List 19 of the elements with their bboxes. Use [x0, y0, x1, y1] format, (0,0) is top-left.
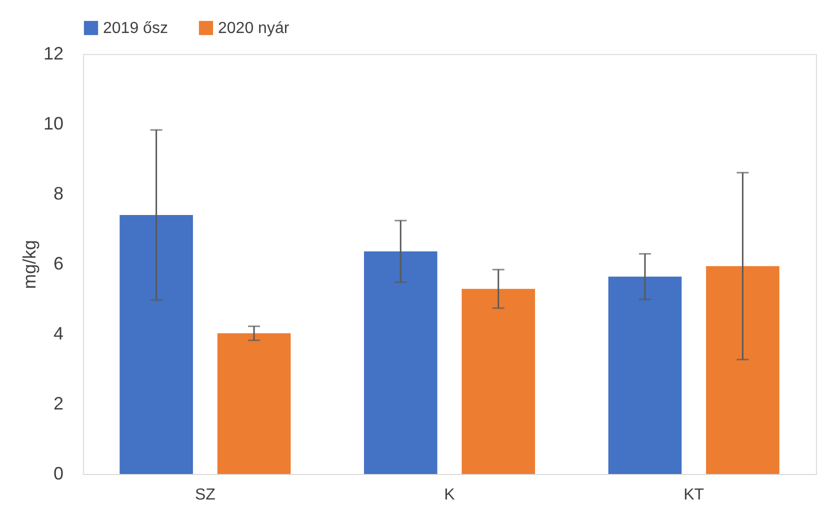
- x-tick-label: KT: [684, 486, 704, 504]
- bar: [217, 333, 291, 474]
- x-tick-label: SZ: [194, 486, 216, 504]
- bar: [462, 288, 536, 474]
- legend-label: 2019 ősz: [103, 20, 168, 37]
- legend-label: 2020 nyár: [218, 20, 290, 37]
- y-tick-label: 8: [53, 184, 64, 204]
- y-tick-label: 2: [53, 394, 64, 414]
- bar: [364, 251, 438, 474]
- x-tick-label: K: [444, 486, 456, 504]
- bar: [706, 266, 780, 474]
- bar: [120, 215, 193, 474]
- y-tick-label: 6: [53, 254, 64, 274]
- y-tick-label: 0: [53, 464, 64, 484]
- y-tick-label: 12: [43, 44, 64, 64]
- y-tick-label: 4: [53, 324, 64, 344]
- bar: [608, 276, 682, 474]
- y-axis-title: mg/kg: [19, 240, 40, 290]
- y-tick-label: 10: [43, 114, 64, 134]
